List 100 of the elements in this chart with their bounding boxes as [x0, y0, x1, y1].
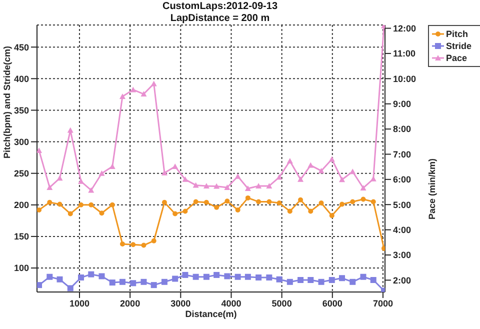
point [370, 277, 376, 284]
point [360, 184, 366, 190]
x-axis-title: Distance(m) [185, 309, 237, 319]
point [298, 197, 304, 202]
point [172, 276, 178, 282]
point [192, 274, 199, 280]
point [130, 242, 136, 248]
point [350, 168, 356, 174]
point [161, 170, 168, 176]
x-tick-label: 6000 [322, 298, 342, 308]
point [308, 162, 314, 168]
y-tick-label: 100 [14, 263, 29, 274]
point [68, 211, 73, 216]
y-tick-label: 350 [14, 105, 29, 116]
point [98, 273, 105, 280]
point [161, 278, 168, 285]
point [67, 285, 74, 292]
y2-tick-label: 4:00 [393, 224, 412, 235]
point [318, 168, 324, 174]
point [350, 199, 356, 204]
point [328, 156, 335, 162]
point [214, 183, 220, 189]
x-tick-label: 1000 [69, 298, 90, 308]
x-tick-label: 7000 [372, 298, 393, 308]
point [110, 202, 115, 208]
y-tick-label: 200 [14, 200, 29, 210]
legend-label: Pitch [446, 28, 468, 40]
y2-tick-label: 9:00 [393, 99, 412, 110]
point [192, 182, 199, 188]
point [56, 276, 63, 282]
point [370, 199, 376, 204]
point [266, 182, 272, 188]
point [245, 195, 250, 200]
point [151, 238, 156, 244]
point [328, 277, 335, 284]
point [119, 94, 126, 100]
point [244, 185, 251, 191]
point [286, 158, 293, 164]
y-axis-title: Pitch(bpm) and Stride(cm) [2, 46, 12, 158]
y2-tick-label: 7:00 [393, 149, 412, 160]
y2-tick-label: 8:00 [393, 124, 412, 134]
point [224, 273, 230, 280]
legend-label: Pace [446, 52, 468, 64]
point [193, 199, 198, 204]
point [318, 200, 324, 206]
point [47, 200, 52, 205]
point [203, 274, 210, 280]
point [56, 175, 63, 181]
point [339, 275, 346, 282]
x-tick-label: 3000 [170, 298, 191, 308]
point [130, 280, 136, 286]
point [329, 213, 334, 218]
point [172, 211, 178, 216]
point [224, 184, 230, 190]
y2-tick-label: 11:00 [393, 48, 416, 59]
point [120, 242, 125, 247]
point [46, 184, 53, 190]
point [266, 274, 272, 280]
y2-tick-label: 12:00 [393, 23, 416, 34]
point [78, 202, 84, 208]
point [140, 278, 147, 285]
point [37, 282, 42, 288]
y2-tick-label: 2:00 [393, 275, 412, 286]
point [57, 202, 62, 207]
y-tick-label: 150 [14, 232, 29, 242]
point [182, 272, 188, 278]
point [172, 164, 178, 170]
point [308, 208, 314, 214]
point [340, 202, 345, 207]
point [67, 127, 74, 133]
point [286, 278, 293, 285]
point [256, 199, 262, 204]
point [276, 276, 282, 282]
point [339, 176, 346, 182]
point [350, 278, 356, 285]
point [256, 274, 262, 280]
point [276, 200, 282, 206]
y-tick-label: 400 [14, 74, 29, 84]
point [130, 86, 136, 92]
point [140, 91, 147, 97]
y-tick-label: 450 [14, 42, 29, 52]
point [381, 246, 385, 251]
legend-label: Stride [446, 40, 472, 52]
point [266, 199, 272, 204]
x-tick-label: 2000 [120, 298, 140, 308]
point [37, 207, 42, 212]
point [214, 272, 220, 278]
point [141, 242, 146, 248]
y2-axis-title: Pace (min/km) [427, 158, 438, 220]
point [78, 274, 84, 280]
point [224, 198, 230, 204]
point [360, 274, 366, 280]
point [150, 80, 157, 86]
y2-tick-label: 10:00 [393, 74, 416, 84]
point [37, 147, 42, 153]
point [109, 280, 116, 286]
y-tick-label: 250 [14, 168, 29, 179]
point [88, 187, 94, 193]
point [204, 200, 209, 205]
chart-subtitle: LapDistance = 200 m [169, 13, 271, 25]
